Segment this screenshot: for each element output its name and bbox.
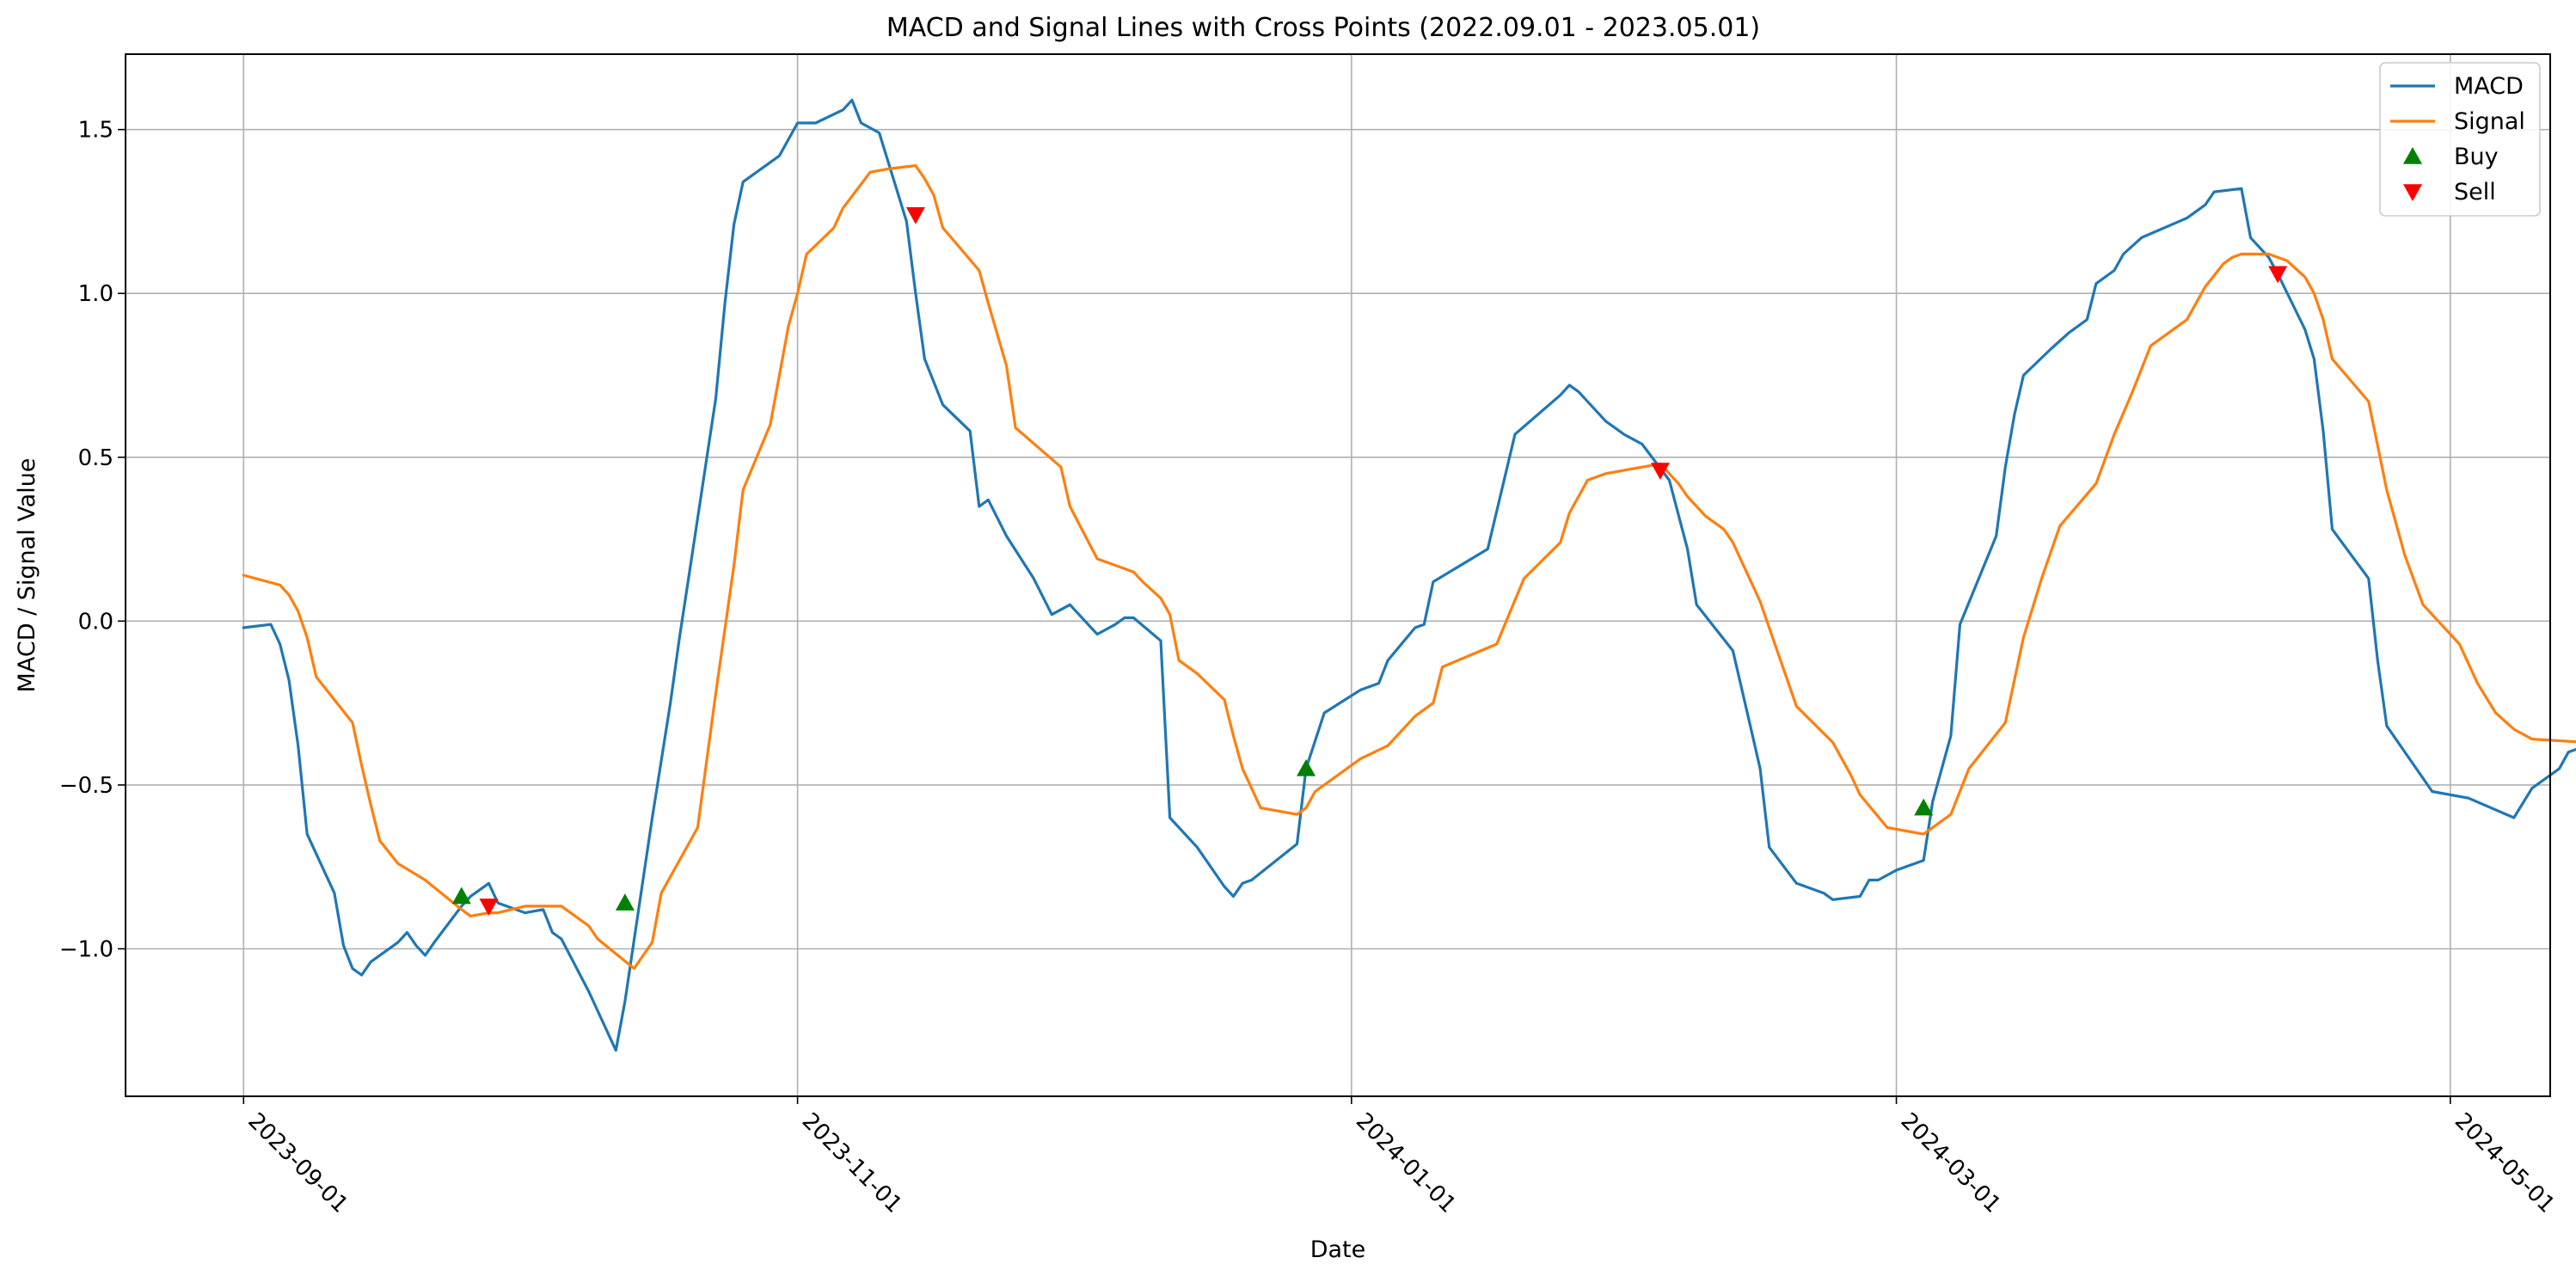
y-tick-label: −1.0: [59, 936, 113, 962]
x-axis-label: Date: [1310, 1236, 1366, 1263]
x-tick-label: 2023-09-01: [242, 1108, 353, 1218]
y-tick-label: −0.5: [59, 773, 113, 799]
x-tick-label: 2024-03-01: [1896, 1108, 2006, 1218]
y-tick-label: 0.5: [78, 445, 113, 471]
legend-label-buy: Buy: [2454, 144, 2499, 170]
plot-area: [125, 53, 2551, 1097]
x-tick-label: 2023-11-01: [797, 1108, 907, 1218]
buy-marker: [615, 893, 635, 911]
sell-marker: [905, 206, 925, 224]
legend-label-signal: Signal: [2454, 108, 2525, 135]
y-tick-label: 0.0: [78, 609, 113, 635]
legend-swatch-sell: [2403, 184, 2422, 201]
series-layer: [242, 98, 2576, 1052]
buy-marker: [1297, 758, 1316, 776]
sell-marker: [1650, 463, 1670, 481]
y-axis-label: MACD / Signal Value: [14, 458, 40, 693]
y-tick-label: 1.0: [78, 281, 113, 307]
legend-label-macd: MACD: [2454, 73, 2524, 100]
legend-swatch-buy: [2403, 147, 2422, 164]
chart-title: MACD and Signal Lines with Cross Points …: [886, 13, 1760, 43]
series-line-macd: [242, 98, 2576, 1052]
buy-marker: [451, 886, 471, 905]
x-tick-label: 2024-01-01: [1351, 1108, 1461, 1218]
y-tick-label: 1.5: [78, 118, 113, 144]
sell-marker: [479, 899, 499, 916]
axis-ticks: 2023-09-01 2023-11-01 2024-01-01 2024-03-01…: [59, 118, 2560, 1218]
x-tick-label: 2024-05-01: [2450, 1108, 2560, 1218]
buy-marker: [1914, 798, 1934, 816]
series-line-signal: [242, 164, 2576, 970]
legend-box: [2379, 62, 2541, 217]
grid: [126, 54, 2550, 1096]
legend-label-sell: Sell: [2454, 179, 2496, 206]
sell-marker: [2268, 266, 2288, 284]
legend: MACD Signal Buy Sell: [2379, 62, 2541, 217]
marker-layer: [451, 206, 2288, 916]
